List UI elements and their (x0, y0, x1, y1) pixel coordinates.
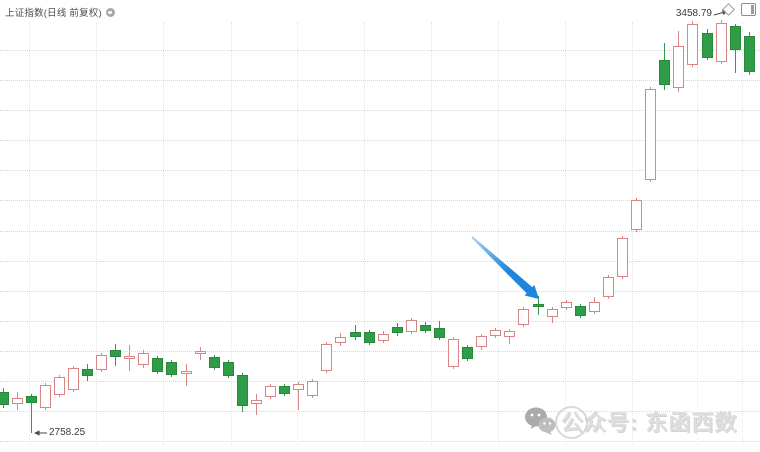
grid-line-vertical (565, 22, 566, 446)
candle-up (67, 368, 79, 391)
grid-line-vertical (29, 22, 30, 446)
candle-down (659, 60, 671, 85)
candle-down (236, 375, 248, 407)
candle-down (574, 306, 586, 317)
candle-up (631, 200, 643, 230)
chart-title: 上证指数(日线 前复权) (5, 8, 102, 19)
candle-wick (298, 382, 300, 411)
candle-up (687, 24, 699, 65)
candle-down (729, 26, 741, 50)
watermark-text: 公众号: 东函西数 (561, 410, 738, 435)
grid-line-vertical (742, 22, 743, 446)
candle-down (222, 362, 234, 377)
candle-up (546, 309, 558, 318)
grid-line-vertical (431, 22, 432, 446)
visibility-toggle-icon[interactable] (105, 7, 115, 17)
candle-up (180, 371, 192, 375)
grid-line-vertical (697, 22, 698, 446)
grid-line-horizontal (0, 261, 760, 262)
candle-up (265, 386, 277, 398)
candle-down (363, 332, 375, 344)
candle-down (419, 325, 431, 332)
candle-up (504, 331, 516, 338)
candle-up (250, 400, 262, 405)
candle-up (405, 320, 417, 333)
candle-down (279, 386, 291, 395)
grid-line-horizontal (0, 351, 760, 352)
candle-up (194, 351, 206, 355)
candle-up (518, 309, 530, 326)
grid-line-vertical (297, 22, 298, 446)
candle-down (166, 362, 178, 376)
candle-up (602, 277, 614, 298)
grid-line-horizontal (0, 110, 760, 111)
candle-down (208, 357, 220, 369)
grid-line-horizontal (0, 200, 760, 201)
candle-up (645, 89, 657, 180)
grid-line-vertical (498, 22, 499, 446)
candle-up (476, 336, 488, 348)
candle-down (349, 332, 361, 338)
grid-line-horizontal (0, 291, 760, 292)
candle-down (701, 33, 713, 58)
candle-down (152, 358, 164, 373)
candle-down (0, 392, 9, 406)
candle-up (673, 45, 685, 89)
grid-line-horizontal (0, 231, 760, 232)
grid-line-horizontal (0, 80, 760, 81)
candle-up (138, 353, 150, 366)
candle-down (391, 327, 403, 334)
candle-up (39, 385, 51, 409)
grid-line-vertical (163, 22, 164, 446)
candle-up (124, 356, 136, 360)
low-price-label: 2758.25 (49, 427, 86, 438)
candle-wick (30, 394, 32, 433)
grid-line-horizontal (0, 50, 760, 51)
candle-up (617, 238, 629, 278)
candle-up (490, 330, 502, 337)
candle-up (53, 377, 65, 396)
candle-up (377, 334, 389, 342)
candle-up (307, 381, 319, 397)
grid-line-horizontal (0, 441, 760, 442)
grid-line-vertical (96, 22, 97, 446)
candle-up (715, 23, 727, 63)
grid-line-vertical (364, 22, 365, 446)
candle-wick (185, 364, 187, 387)
candle-down (743, 36, 755, 72)
candle-up (293, 384, 305, 391)
watermark: 公众号: 东函西数 (524, 402, 737, 440)
candle-down (462, 347, 474, 360)
candle-up (96, 355, 108, 371)
grid-line-vertical (231, 22, 232, 446)
grid-line-horizontal (0, 381, 760, 382)
candle-up (321, 344, 333, 372)
grid-line-vertical (632, 22, 633, 446)
symbol-title-bar: 上证指数(日线 前复权) (5, 5, 115, 19)
candle-wick (255, 394, 257, 416)
candle-up (560, 302, 572, 309)
candle-up (335, 337, 347, 344)
candle-up (11, 398, 23, 405)
grid-line-horizontal (0, 321, 760, 322)
watermark-logo-circle (555, 406, 588, 439)
side-panel-toggle-icon[interactable] (741, 3, 756, 16)
grid-line-horizontal (0, 170, 760, 171)
candle-down (81, 369, 93, 377)
candle-down (25, 396, 37, 404)
wechat-icon (525, 407, 556, 435)
candle-down (110, 350, 122, 358)
candle-up (448, 339, 460, 368)
candle-down (532, 304, 544, 308)
candle-up (588, 302, 600, 313)
grid-line-horizontal (0, 140, 760, 141)
high-price-label: 3458.79 (675, 8, 712, 19)
grid-line-horizontal (0, 411, 760, 412)
candle-down (433, 328, 445, 339)
